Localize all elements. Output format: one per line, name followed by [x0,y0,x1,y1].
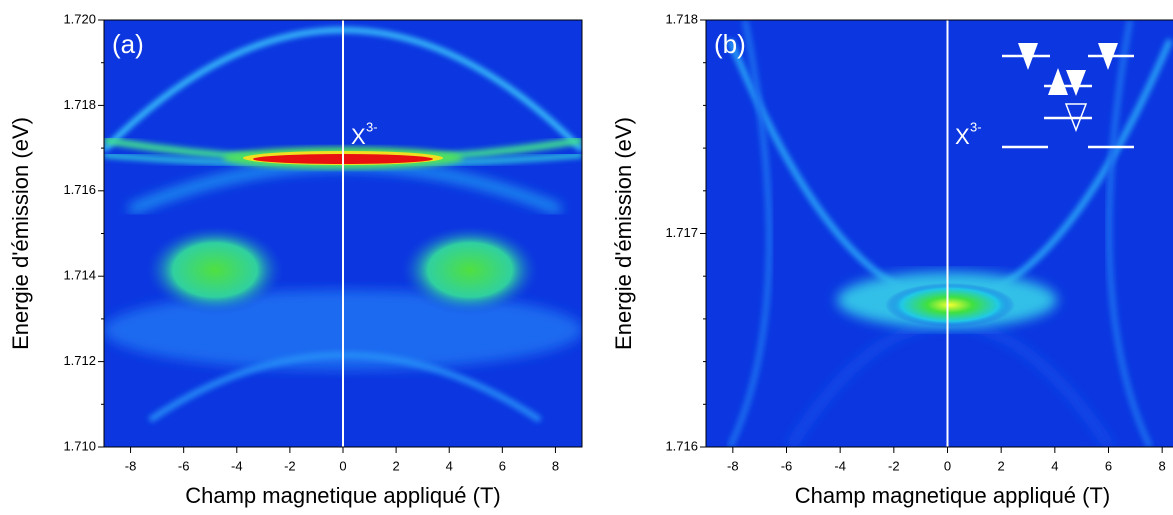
x-tick-label: -2 [888,458,900,473]
x-tick-label: 6 [1105,458,1112,473]
x-tick-label: -6 [781,458,793,473]
x-tick-label: -4 [231,458,243,473]
y-tick-label: 1.716 [665,438,698,453]
x-axis-label: Champ magnetique appliqué (T) [185,483,501,508]
x-tick-label: -8 [125,458,137,473]
panel-label: (a) [112,29,144,59]
y-tick-label: 1.712 [63,353,96,368]
heatmap-b [706,20,1173,447]
y-tick-label: 1.710 [63,438,96,453]
y-tick-label: 1.714 [63,268,96,283]
x-tick-label: 0 [339,458,346,473]
y-tick-label: 1.718 [63,97,96,112]
x-tick-label: 2 [392,458,399,473]
y-tick-label: 1.716 [63,182,96,197]
y-tick-label: 1.718 [665,11,698,26]
annotation: X [351,124,366,149]
x-axis-label: Champ magnetique appliqué (T) [795,483,1111,508]
y-tick-label: 1.720 [63,11,96,26]
x-tick-label: -8 [727,458,739,473]
annotation-superscript: 3- [970,119,982,134]
x-tick-label: 4 [446,458,453,473]
y-axis-label: Energie d'émission (eV) [8,117,33,350]
x-tick-label: -4 [834,458,846,473]
annotation-superscript: 3- [366,119,378,134]
x-tick-label: 6 [499,458,506,473]
x-tick-label: 8 [552,458,559,473]
panel-label: (b) [714,29,746,59]
x-tick-label: 4 [1051,458,1058,473]
level-diagram [1002,43,1134,149]
x-tick-label: 2 [998,458,1005,473]
x-tick-label: -6 [178,458,190,473]
annotation: X [955,124,970,149]
x-tick-label: 0 [944,458,951,473]
x-tick-label: 8 [1159,458,1166,473]
y-tick-label: 1.717 [665,225,698,240]
y-axis-label: Energie d'émission (eV) [611,117,636,350]
x-tick-label: -2 [284,458,296,473]
